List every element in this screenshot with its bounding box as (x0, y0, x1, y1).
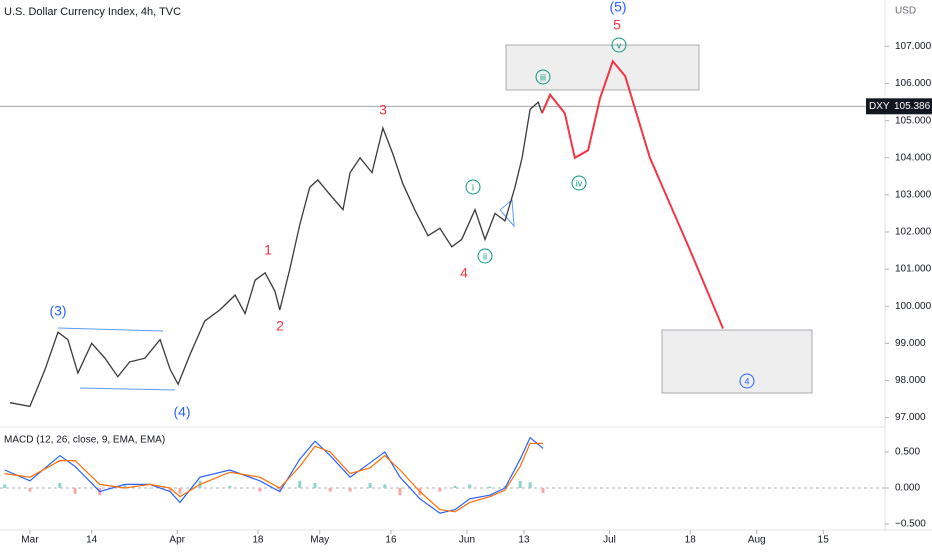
histogram-bar (298, 480, 302, 489)
histogram-bar (528, 482, 532, 489)
indicator-title: MACD (12, 26, close, 9, EMA, EMA) (4, 435, 165, 446)
histogram-bar (313, 482, 317, 489)
histogram-bar (3, 484, 7, 489)
wave-label: 1 (264, 242, 272, 258)
x-tick-label: 18 (685, 535, 697, 546)
symbol-badge (866, 98, 890, 115)
chart-title: U.S. Dollar Currency Index, 4h, TVC (4, 6, 181, 18)
annotation-circle (611, 37, 627, 53)
histogram-bar (383, 484, 387, 489)
wave-label: ii (483, 251, 487, 261)
x-tick-label: Jul (603, 535, 616, 546)
histogram-bar (58, 482, 62, 489)
histogram-bar (228, 485, 232, 489)
y-tick-label: 103.000 (895, 190, 932, 201)
x-tick-label: 14 (86, 535, 98, 546)
y-tick-label: 0.000 (895, 483, 920, 494)
projection-line (541, 59, 724, 329)
wave-label: (3) (49, 303, 66, 319)
histogram-bar (488, 486, 492, 489)
y-tick-label: 0.500 (895, 447, 920, 458)
histogram-bar (28, 488, 32, 492)
wave-label: (5) (609, 0, 626, 15)
x-tick-label: Mar (21, 535, 39, 546)
histogram-bar (348, 488, 352, 492)
y-tick-label: 99.000 (895, 338, 926, 349)
channel-line (57, 327, 164, 332)
indicator-line (4, 442, 543, 513)
price-line (9, 100, 543, 408)
wave-label: 2 (276, 318, 284, 334)
target-box (505, 44, 700, 91)
histogram-bar (468, 484, 472, 489)
y-tick-label: 100.000 (895, 301, 932, 312)
y-tick-label: 104.000 (895, 152, 932, 163)
histogram-bar (168, 488, 172, 492)
target-box (661, 329, 813, 394)
histogram-bar (518, 480, 522, 489)
annotation-circle (477, 248, 493, 264)
histogram-bar (123, 484, 127, 489)
y-tick-label: −0.500 (895, 519, 926, 530)
wave-label: 4 (460, 265, 468, 281)
y-tick-label: 101.000 (895, 264, 932, 275)
wave-label: v (617, 40, 622, 50)
histogram-bar (73, 488, 77, 494)
annotation-circle (465, 179, 481, 195)
wave-label: i (472, 182, 474, 192)
x-tick-label: 16 (385, 535, 397, 546)
histogram-bar (328, 488, 332, 492)
channel-line (79, 387, 176, 391)
y-tick-label: 102.000 (895, 227, 932, 238)
wave-label: 4 (744, 376, 749, 386)
wave-label: (4) (173, 404, 190, 420)
triangle (499, 198, 515, 228)
histogram-bar (148, 488, 152, 489)
histogram-bar (453, 485, 457, 489)
symbol-label: DXY (869, 101, 890, 112)
price-badge (890, 98, 932, 115)
x-tick-label: 18 (252, 535, 264, 546)
x-tick-label: 15 (818, 535, 830, 546)
x-tick-label: Aug (748, 535, 766, 546)
histogram-bar (278, 488, 282, 492)
y-tick-label: 98.000 (895, 375, 926, 386)
histogram-bar (398, 488, 402, 496)
x-tick-label: Apr (169, 535, 185, 546)
annotation-circle (739, 373, 755, 389)
histogram-bar (258, 488, 262, 492)
annotation-circle (535, 69, 551, 85)
y-tick-label: 105.000 (895, 115, 932, 126)
y-tick-label: 97.000 (895, 412, 926, 423)
wave-label: 5 (613, 17, 621, 33)
annotation-circle (571, 175, 587, 191)
x-tick-label: Jun (459, 535, 475, 546)
y-tick-label: 107.000 (895, 41, 932, 52)
price-label: 105.386 (894, 101, 931, 112)
histogram-bar (178, 488, 182, 494)
x-tick-label: May (310, 535, 329, 546)
wave-label: iv (576, 178, 583, 188)
currency: USD (895, 6, 916, 17)
y-tick-label: 106.000 (895, 78, 932, 89)
histogram-bar (438, 488, 442, 492)
histogram-bar (541, 488, 545, 494)
wave-label: iii (540, 72, 546, 82)
histogram-bar (368, 482, 372, 489)
x-tick-label: 13 (518, 535, 530, 546)
wave-label: 3 (379, 102, 387, 118)
